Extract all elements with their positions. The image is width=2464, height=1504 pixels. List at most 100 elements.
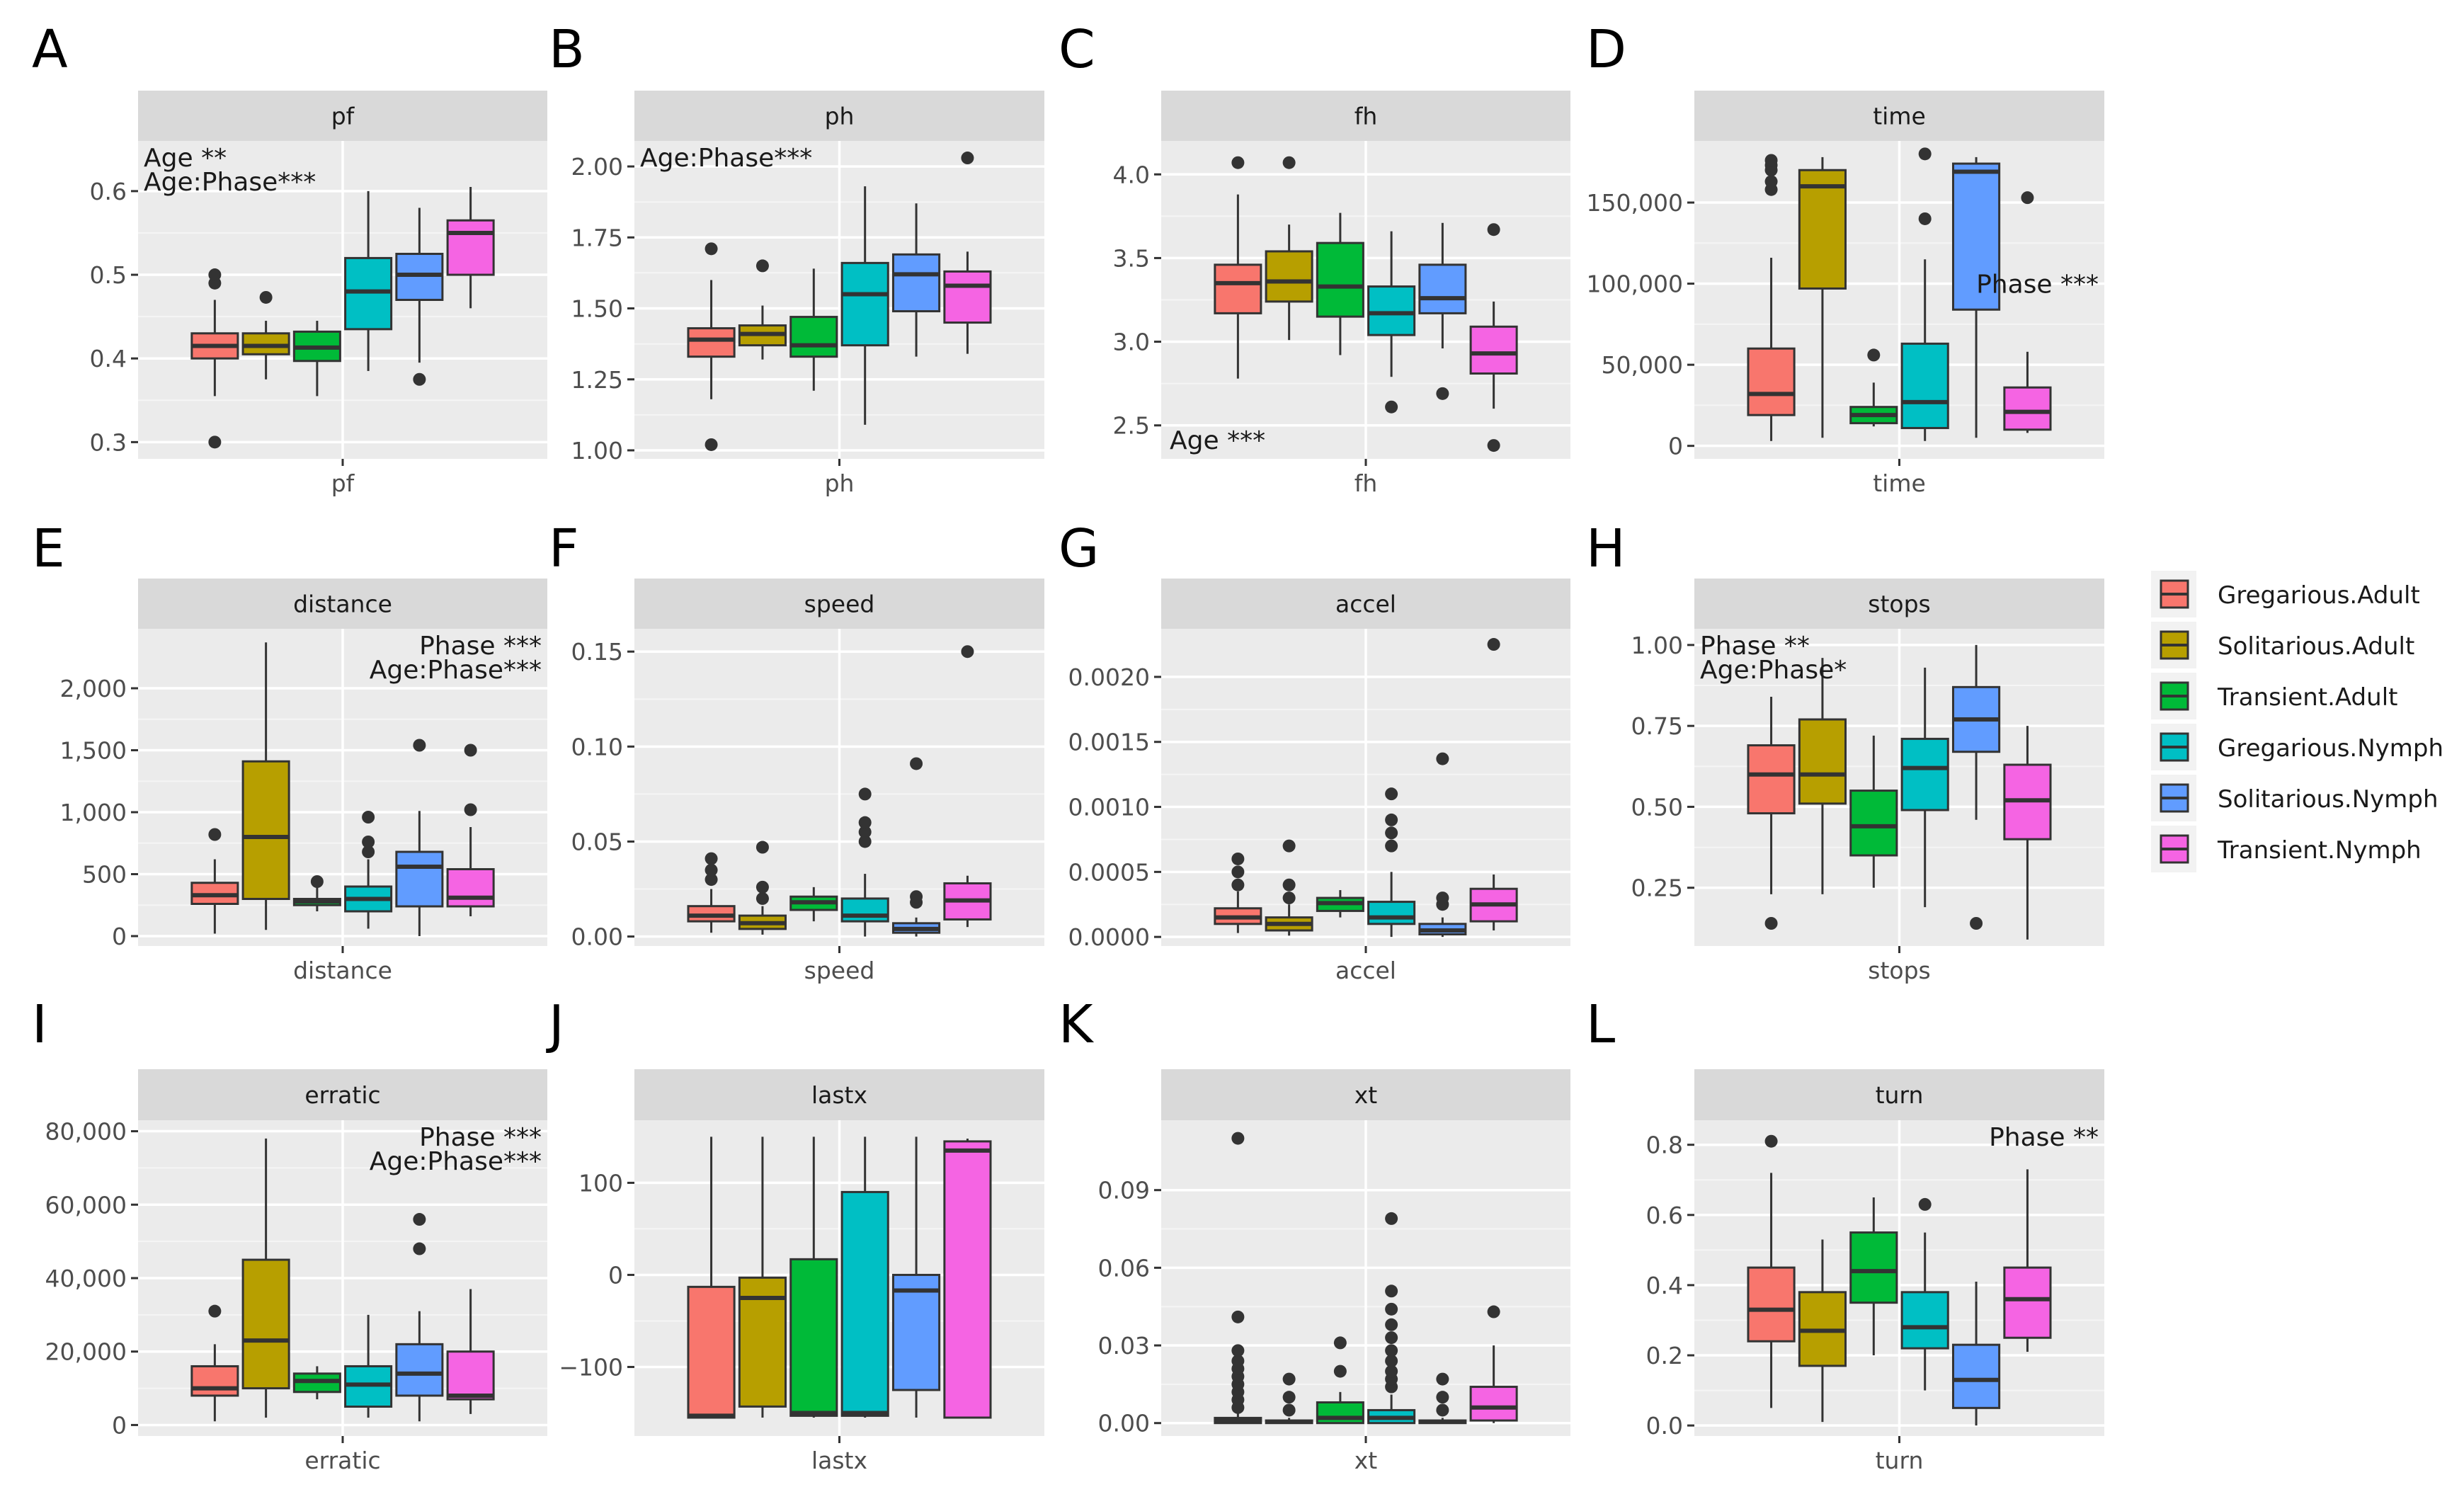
box-Solitarious.Nymph [1951, 644, 2001, 930]
panel-letter: E [32, 518, 65, 579]
outlier-point [1282, 878, 1296, 891]
box-Transient.Nymph [943, 152, 992, 354]
y-tick-label: 0.0010 [1068, 794, 1150, 821]
outlier-point [858, 787, 872, 801]
box-iqr [1469, 325, 1518, 375]
y-tick-label: 0 [1668, 433, 1683, 460]
y-tick-label: 1,500 [60, 737, 127, 765]
box-Solitarious.Nymph [1951, 156, 2001, 438]
box-Gregarious.Adult [1214, 156, 1262, 379]
box-Solitarious.Nymph [1418, 1372, 1467, 1425]
box-Gregarious.Adult [687, 1136, 736, 1419]
legend-item: Solitarious.Nymph [2151, 775, 2439, 821]
outlier-point [755, 880, 769, 894]
significance-annotation: Age ** [144, 144, 227, 173]
facet-strip [634, 1069, 1044, 1120]
significance-annotation: Age:Phase*** [370, 656, 542, 685]
y-tick-label: 20,000 [45, 1338, 127, 1366]
outlier-point [1385, 1284, 1398, 1298]
y-tick-label: 0.00 [571, 923, 623, 951]
y-tick-label: 3.0 [1113, 329, 1150, 356]
box-iqr [840, 897, 889, 923]
significance-annotation: Age *** [1170, 426, 1265, 455]
outlier-point [755, 259, 769, 273]
outlier-point [1282, 891, 1296, 905]
box-iqr [1951, 1343, 2001, 1409]
y-tick-label: 0.6 [90, 178, 127, 205]
box-Transient.Nymph [943, 645, 992, 928]
box-Solitarious.Nymph [395, 1213, 444, 1422]
y-tick-label: 1,000 [60, 799, 127, 826]
y-tick-label: 1.00 [1631, 632, 1683, 659]
panel-letter: A [32, 19, 68, 80]
y-tick-label: 1.25 [571, 366, 623, 394]
box-Transient.Adult [1316, 1336, 1364, 1425]
y-tick-label: 0.3 [90, 428, 127, 456]
y-tick-label: 0.10 [571, 733, 623, 760]
legend-label: Transient.Adult [2217, 683, 2397, 712]
x-tick-label: accel [1335, 957, 1396, 984]
panel-letter: G [1059, 518, 1099, 579]
x-tick-label: pf [331, 469, 355, 497]
box-iqr [687, 1285, 736, 1419]
outlier-point [1385, 813, 1398, 826]
significance-annotation: Phase *** [1976, 270, 2099, 300]
box-Gregarious.Nymph [1367, 1212, 1416, 1425]
y-tick-label: 50,000 [1602, 351, 1683, 379]
outlier-point [1487, 638, 1500, 651]
box-Transient.Nymph [2003, 191, 2052, 433]
legend-item: Transient.Adult [2151, 673, 2397, 719]
legend-label: Transient.Nymph [2217, 836, 2422, 865]
outlier-point [858, 816, 872, 829]
box-Gregarious.Adult [1214, 1132, 1262, 1425]
facet-strip-label: erratic [304, 1081, 380, 1109]
legend-item: Gregarious.Nymph [2151, 724, 2443, 770]
box-Transient.Adult [789, 268, 838, 391]
significance-annotation: Age:Phase*** [640, 144, 812, 173]
y-tick-label: 0.0 [1646, 1412, 1683, 1440]
panel-letter: C [1059, 19, 1095, 80]
box-Gregarious.Nymph [344, 190, 393, 371]
box-iqr [1849, 1231, 1898, 1304]
significance-annotation: Age:Phase*** [144, 168, 316, 197]
box-iqr [1747, 347, 1796, 416]
box-iqr [446, 868, 495, 908]
outlier-point [1764, 175, 1778, 188]
significance-annotation: Age:Phase*** [370, 1147, 542, 1176]
box-Solitarious.Nymph [395, 739, 444, 936]
facet-strip [138, 579, 547, 629]
box-Gregarious.Nymph [1367, 231, 1416, 414]
outlier-point [1231, 1354, 1245, 1367]
y-tick-label: 0.09 [1098, 1177, 1150, 1204]
outlier-point [1385, 400, 1398, 414]
facet-strip-label: time [1873, 103, 1926, 130]
box-Gregarious.Adult [1214, 852, 1262, 933]
outlier-point [208, 828, 222, 841]
x-tick-label: speed [804, 957, 875, 984]
box-iqr [840, 261, 889, 347]
outlier-point [1436, 752, 1449, 765]
y-tick-label: 500 [82, 861, 127, 889]
panel-ph: Bph 1.00 1.25 1.50 1.75 2.00 ph Age:Phase*** [549, 19, 1044, 497]
outlier-point [1282, 156, 1296, 169]
box-Solitarious.Nymph [891, 757, 941, 937]
y-tick-label: 0.0005 [1068, 858, 1150, 886]
box-Solitarious.Nymph [1418, 752, 1467, 938]
outlier-point [1385, 1331, 1398, 1345]
box-iqr [1747, 1266, 1796, 1343]
outlier-point [1385, 1318, 1398, 1331]
significance-annotation: Phase *** [419, 1123, 542, 1152]
outlier-point [1385, 1354, 1398, 1367]
x-tick-label: turn [1876, 1447, 1924, 1474]
box-Transient.Adult [292, 875, 341, 911]
outlier-point [705, 852, 718, 865]
box-Transient.Adult [789, 887, 838, 922]
box-Transient.Nymph [2003, 726, 2052, 940]
outlier-point [961, 645, 974, 659]
y-tick-label: 0.8 [1646, 1132, 1683, 1159]
box-iqr [2003, 386, 2052, 431]
outlier-point [1231, 156, 1245, 169]
y-tick-label: 2,000 [60, 675, 127, 702]
